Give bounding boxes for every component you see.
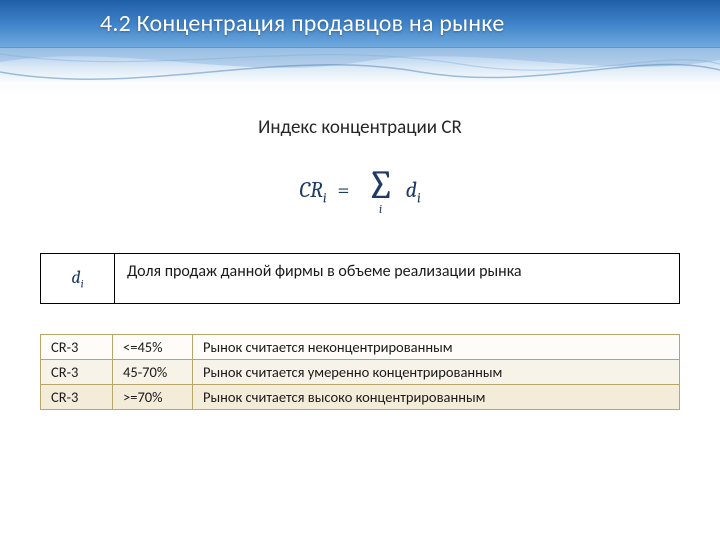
formula-lhs-sub: i <box>323 190 327 207</box>
formula-rhs-sub: i <box>417 190 421 207</box>
definition-symbol-sub: i <box>81 276 84 290</box>
page-title: 4.2 Концентрация продавцов на рынке <box>100 9 505 38</box>
definition-symbol: di <box>41 254 115 304</box>
subtitle: Индекс концентрации CR <box>0 116 720 139</box>
formula-block: CRi = ∑ i di <box>0 169 720 215</box>
sigma-symbol: ∑ <box>366 169 394 201</box>
formula: CRi = ∑ i di <box>299 169 420 215</box>
threshold-index: CR-3 <box>41 335 113 360</box>
table-row: CR-3 <=45% Рынок считается неконцентриро… <box>41 335 680 360</box>
table-row: CR-3 >=70% Рынок считается высоко концен… <box>41 385 680 410</box>
threshold-label: Рынок считается высоко концентрированным <box>193 385 680 410</box>
wave-svg <box>0 48 720 98</box>
title-bar: 4.2 Концентрация продавцов на рынке <box>0 0 720 48</box>
definition-symbol-base: d <box>71 267 80 288</box>
header-wave <box>0 48 720 98</box>
threshold-label: Рынок считается умеренно концентрированн… <box>193 360 680 385</box>
threshold-range: <=45% <box>113 335 193 360</box>
thresholds-table: CR-3 <=45% Рынок считается неконцентриро… <box>40 334 680 410</box>
definition-row: di Доля продаж данной фирмы в объеме реа… <box>41 254 680 304</box>
threshold-index: CR-3 <box>41 385 113 410</box>
threshold-index: CR-3 <box>41 360 113 385</box>
threshold-label: Рынок считается неконцентрированным <box>193 335 680 360</box>
threshold-range: 45-70% <box>113 360 193 385</box>
formula-lhs-base: CR <box>299 177 323 203</box>
definition-text: Доля продаж данной фирмы в объеме реализ… <box>115 254 680 304</box>
sigma-icon: ∑ i <box>366 169 394 215</box>
formula-equals: = <box>337 177 349 203</box>
formula-rhs-base: d <box>406 177 417 203</box>
definition-table: di Доля продаж данной фирмы в объеме реа… <box>40 253 680 304</box>
threshold-range: >=70% <box>113 385 193 410</box>
table-row: CR-3 45-70% Рынок считается умеренно кон… <box>41 360 680 385</box>
